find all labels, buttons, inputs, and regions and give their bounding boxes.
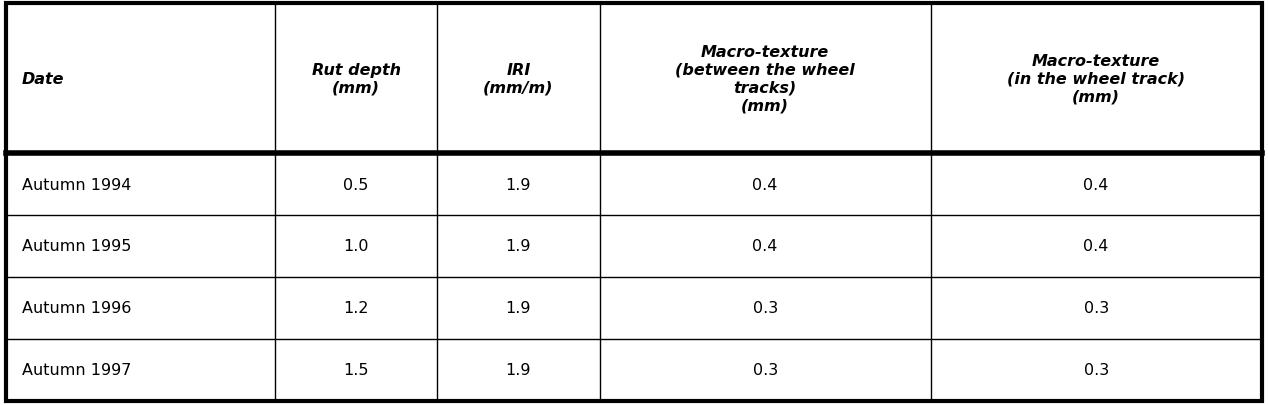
Text: Date: Date [22, 71, 65, 86]
Text: Macro-texture
(in the wheel track)
(mm): Macro-texture (in the wheel track) (mm) [1007, 53, 1186, 104]
Text: 0.4: 0.4 [1083, 177, 1108, 192]
Text: 1.9: 1.9 [506, 177, 531, 192]
Text: 1.2: 1.2 [344, 301, 369, 315]
Text: Autumn 1997: Autumn 1997 [22, 362, 131, 377]
Text: Macro-texture
(between the wheel
tracks)
(mm): Macro-texture (between the wheel tracks)… [676, 45, 855, 113]
Text: 0.4: 0.4 [752, 177, 777, 192]
Text: 1.9: 1.9 [506, 301, 531, 315]
Text: 0.5: 0.5 [344, 177, 369, 192]
Text: Autumn 1994: Autumn 1994 [22, 177, 131, 192]
Text: 0.3: 0.3 [752, 362, 777, 377]
Text: 0.3: 0.3 [1084, 301, 1108, 315]
Text: 0.3: 0.3 [752, 301, 777, 315]
Text: 1.9: 1.9 [506, 362, 531, 377]
Text: Autumn 1996: Autumn 1996 [22, 301, 131, 315]
Text: 0.4: 0.4 [1083, 239, 1108, 254]
Text: 1.5: 1.5 [344, 362, 369, 377]
Text: 0.4: 0.4 [752, 239, 777, 254]
Text: Rut depth
(mm): Rut depth (mm) [312, 62, 401, 95]
Text: 1.0: 1.0 [344, 239, 369, 254]
Text: 1.9: 1.9 [506, 239, 531, 254]
Text: Autumn 1995: Autumn 1995 [22, 239, 131, 254]
Text: 0.3: 0.3 [1084, 362, 1108, 377]
Text: IRI
(mm/m): IRI (mm/m) [483, 62, 554, 95]
